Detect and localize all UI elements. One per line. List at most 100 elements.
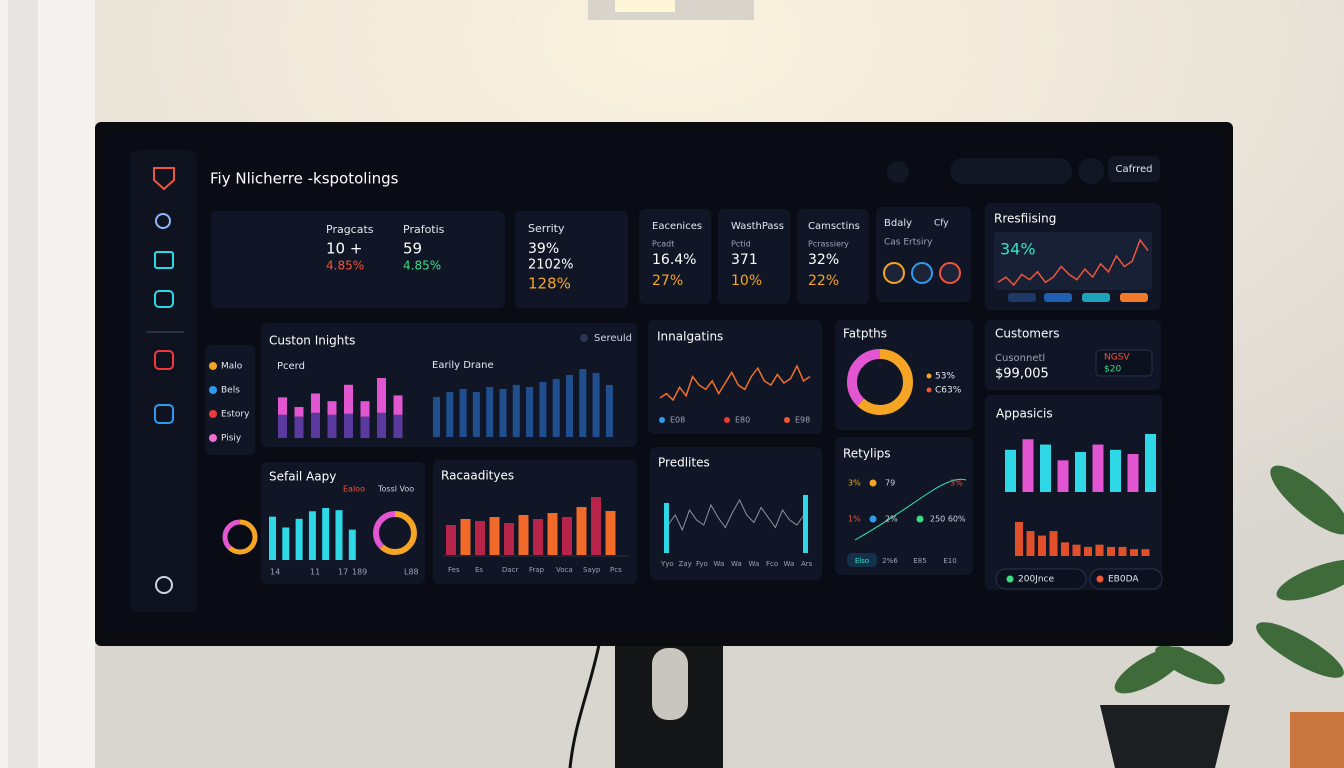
bar: [1061, 542, 1069, 556]
dot: [1006, 575, 1014, 583]
pot-right: [1290, 712, 1344, 768]
line: [997, 238, 1149, 287]
label: Tossl Voo: [377, 485, 414, 494]
label: 32%: [808, 252, 839, 268]
label: Wa: [749, 560, 760, 568]
bar: [1092, 444, 1104, 492]
label: Wa: [731, 560, 742, 568]
bar: [472, 392, 480, 437]
card: [515, 211, 628, 308]
donut-segment: [847, 349, 913, 415]
label: $20: [1104, 365, 1121, 375]
sidebar: [130, 150, 197, 612]
bar-segment: [294, 416, 304, 438]
label: E10: [943, 557, 956, 565]
label: E80: [735, 416, 750, 425]
label: Dacr: [502, 566, 519, 574]
label: 79: [885, 479, 895, 488]
label: 4.85%: [326, 259, 364, 273]
label: Ars: [801, 560, 813, 568]
bar: [460, 519, 471, 555]
label: 189: [352, 568, 367, 577]
bar-segment: [278, 414, 287, 438]
toolbar-button[interactable]: [1108, 156, 1160, 182]
bar: [566, 375, 573, 437]
bar: [446, 525, 456, 555]
label: Pisiy: [221, 434, 242, 444]
bar: [1130, 549, 1138, 556]
bar-segment: [393, 414, 403, 438]
bar: [1049, 531, 1058, 556]
label: WasthPass: [731, 221, 784, 232]
label: Es: [475, 566, 483, 574]
card: [211, 211, 505, 308]
bar: [512, 385, 520, 437]
label: Pcerd: [277, 361, 305, 372]
label: E08: [670, 416, 685, 425]
bar: [295, 518, 303, 560]
bar: [579, 369, 587, 437]
pill: [1044, 293, 1072, 302]
bar: [605, 385, 613, 437]
bar: [308, 511, 316, 560]
label: 3%: [950, 479, 963, 488]
bar: [1141, 549, 1150, 556]
label: Innalgatins: [657, 330, 723, 344]
badge: [1095, 349, 1153, 377]
label: Malo: [221, 362, 243, 372]
label: Racaadityes: [441, 469, 514, 483]
bar: [1057, 460, 1069, 492]
label: Frap: [529, 566, 545, 574]
label: E85: [913, 557, 926, 565]
label: Predlites: [658, 456, 710, 470]
bar: [459, 389, 467, 437]
label: Cfy: [934, 219, 949, 229]
label: Voca: [556, 566, 573, 574]
bar: [1015, 522, 1023, 556]
card: [797, 209, 869, 304]
label: 10%: [731, 273, 762, 289]
bar: [562, 517, 572, 555]
dot: [869, 479, 877, 487]
card: [650, 447, 822, 580]
bar: [1110, 449, 1121, 492]
label: Fco: [766, 560, 778, 568]
label: NGSV: [1104, 353, 1130, 363]
legend-dot: [209, 434, 217, 442]
card: [648, 320, 822, 434]
cable: [568, 639, 602, 768]
bar: [1118, 546, 1127, 556]
pill: [1089, 568, 1163, 590]
label: Cas Ertsiry: [884, 238, 933, 248]
bar: [282, 527, 290, 560]
bar: [1107, 546, 1115, 556]
bar: [803, 495, 808, 553]
bar-segment: [360, 401, 370, 417]
card: [985, 395, 1162, 590]
trend-line: [854, 478, 967, 541]
label: Pragcats: [326, 223, 374, 236]
bar: [539, 382, 547, 437]
bar-segment: [327, 414, 337, 438]
donut-segment: [222, 519, 258, 555]
label: Appasicis: [996, 407, 1053, 421]
line: [667, 498, 805, 532]
label: Yyo: [660, 560, 674, 568]
label: Customers: [995, 327, 1060, 341]
marks: Fiy Nlicherre -kspotolings Cafrred Pragcat…: [209, 164, 1156, 585]
label: Pctid: [731, 240, 751, 249]
label: Bels: [221, 386, 240, 396]
card: [718, 209, 790, 304]
bar: [1022, 439, 1034, 492]
card: [205, 345, 255, 455]
label: 39%: [528, 241, 559, 257]
label: $99,005: [995, 367, 1049, 382]
bar: [504, 523, 514, 555]
bar: [1127, 454, 1139, 492]
lamp-light: [615, 0, 675, 12]
label: Rresfiising: [994, 212, 1056, 226]
label: Cusonnetl: [995, 353, 1045, 364]
label: Custon Inights: [269, 334, 355, 348]
bar: [489, 517, 500, 555]
label: L88: [404, 568, 419, 577]
